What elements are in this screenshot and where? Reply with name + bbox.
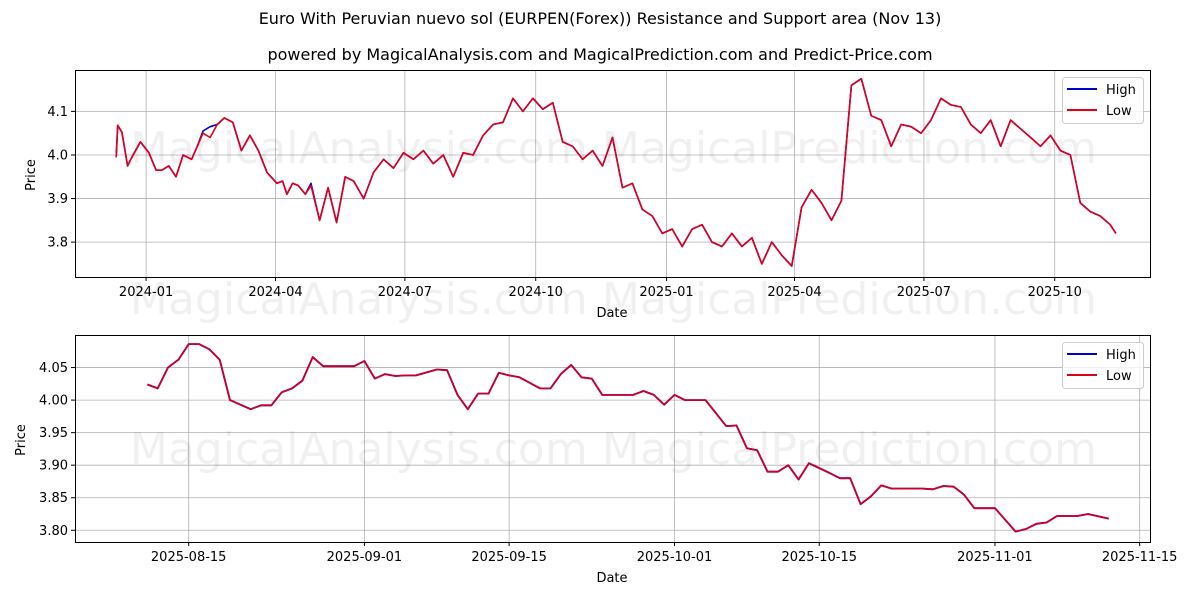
bottom-chart: MagicalAnalysis.com MagicalPrediction.co… (14, 335, 1177, 586)
bottom-legend: High Low (1063, 343, 1144, 389)
charts-canvas: MagicalAnalysis.com MagicalPrediction.co… (0, 0, 1200, 600)
x-tick-label: 2025-09-15 (471, 550, 547, 565)
top-legend: High Low (1063, 78, 1144, 124)
y-tick-label: 4.05 (39, 361, 68, 376)
x-tick-label: 2025-01 (639, 285, 693, 300)
legend-low-label: Low (1106, 369, 1132, 384)
x-tick-label: 2025-09-01 (327, 550, 403, 565)
y-tick-label: 3.85 (39, 491, 68, 506)
x-tick-label: 2025-11-01 (957, 550, 1033, 565)
x-tick-label: 2025-07 (897, 285, 951, 300)
y-tick-label: 4.1 (47, 105, 68, 120)
y-tick-label: 3.95 (39, 426, 68, 441)
watermark: MagicalAnalysis.com (130, 123, 588, 174)
y-tick-label: 3.9 (47, 192, 68, 207)
top-plot-frame (76, 71, 1151, 278)
x-tick-label: 2025-10 (1028, 285, 1082, 300)
legend-low-label: Low (1106, 104, 1132, 119)
x-tick-label: 2024-04 (248, 285, 302, 300)
y-tick-label: 4.00 (39, 394, 68, 409)
watermark: MagicalPrediction.com (602, 424, 1097, 475)
x-tick-label: 2025-10-01 (637, 550, 713, 565)
y-tick-label: 4.0 (47, 148, 68, 163)
bottom-x-axis-label: Date (596, 571, 627, 586)
top-chart: MagicalAnalysis.com MagicalPrediction.co… (24, 70, 1151, 325)
x-tick-label: 2024-01 (119, 285, 173, 300)
legend-high-label: High (1106, 83, 1136, 98)
watermark: MagicalAnalysis.com (130, 424, 588, 475)
x-tick-label: 2025-11-15 (1102, 550, 1178, 565)
y-tick-label: 3.80 (39, 524, 68, 539)
x-tick-label: 2024-10 (509, 285, 563, 300)
x-tick-label: 2025-10-15 (781, 550, 857, 565)
bottom-y-axis-label: Price (14, 424, 29, 456)
y-tick-label: 3.8 (47, 236, 68, 251)
bottom-watermarks: MagicalAnalysis.com MagicalPrediction.co… (130, 424, 1097, 475)
x-tick-label: 2024-07 (378, 285, 432, 300)
legend-high-label: High (1106, 348, 1136, 363)
top-y-axis-label: Price (24, 159, 39, 191)
top-x-axis-label: Date (596, 306, 627, 321)
x-tick-label: 2025-04 (767, 285, 821, 300)
y-tick-label: 3.90 (39, 459, 68, 474)
x-tick-label: 2025-08-15 (151, 550, 227, 565)
